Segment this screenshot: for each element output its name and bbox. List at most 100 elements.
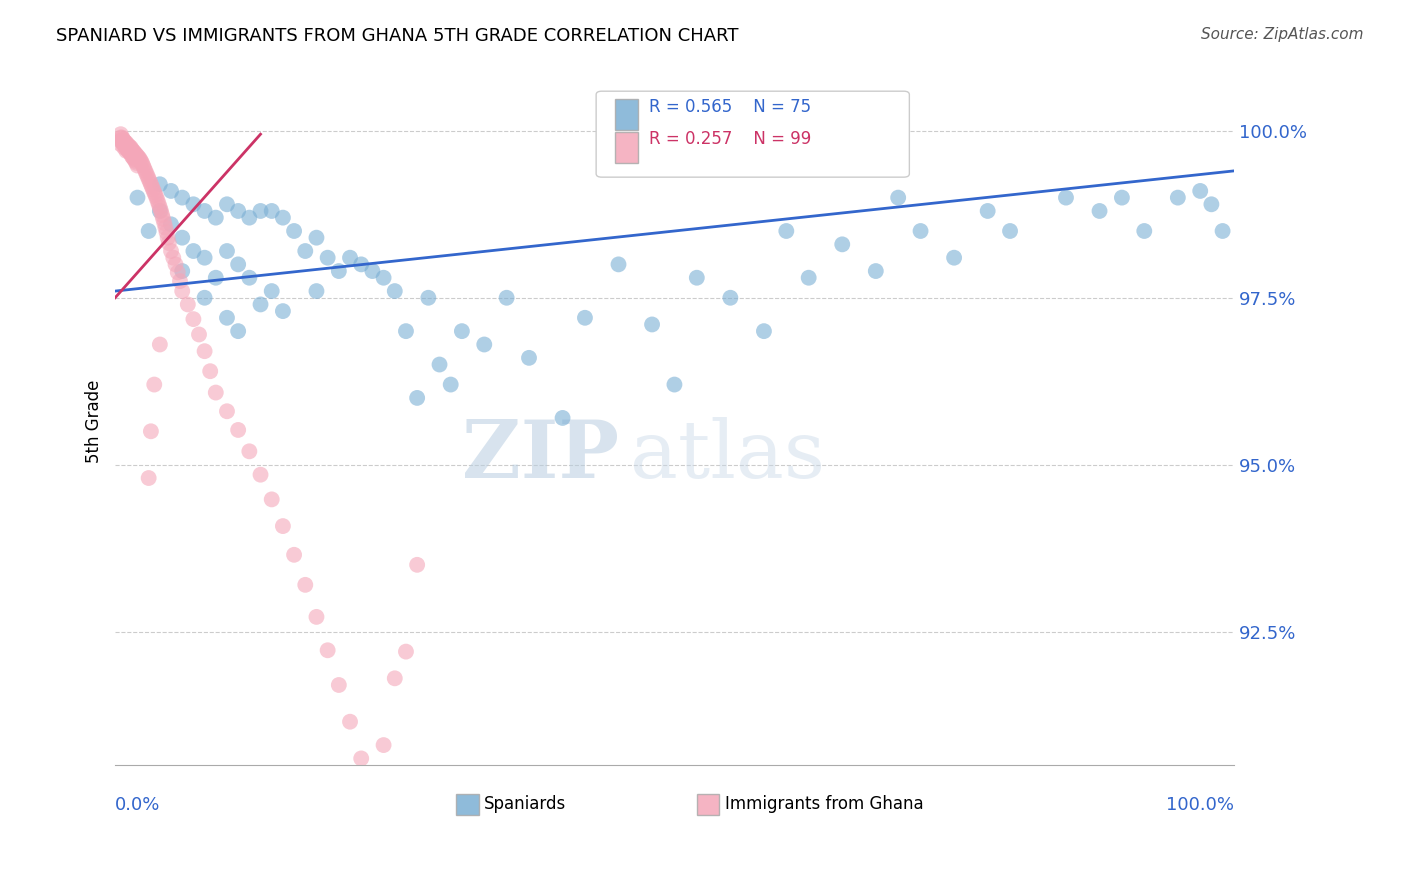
Point (204, 385, 226, 400)
Point (271, 304, 294, 318)
Point (664, 377, 686, 392)
Point (125, 156, 148, 170)
FancyBboxPatch shape (457, 794, 478, 814)
Point (139, 425, 162, 439)
Point (117, 143, 139, 157)
Point (429, 358, 451, 372)
Point (194, 344, 217, 359)
Point (305, 610, 328, 624)
Point (194, 291, 217, 305)
Point (339, 251, 361, 265)
Point (226, 204, 249, 219)
Point (155, 225, 177, 239)
Point (198, 364, 221, 378)
Point (775, 224, 797, 238)
Point (976, 204, 998, 219)
Point (125, 148, 148, 162)
Point (305, 284, 328, 298)
Point (134, 164, 156, 178)
Point (111, 132, 134, 146)
Point (451, 324, 474, 338)
Point (328, 264, 350, 278)
Point (122, 151, 145, 165)
Point (172, 284, 194, 298)
Point (718, 291, 741, 305)
Point (1201, 197, 1223, 211)
Text: Source: ZipAtlas.com: Source: ZipAtlas.com (1201, 27, 1364, 42)
Point (169, 274, 191, 288)
Point (215, 197, 238, 211)
Point (157, 235, 180, 250)
Point (143, 377, 166, 392)
Point (110, 137, 132, 152)
Point (136, 169, 159, 184)
Point (117, 137, 139, 152)
Point (887, 191, 910, 205)
Point (406, 391, 429, 405)
Point (1111, 191, 1133, 205)
Point (260, 204, 283, 219)
Point (406, 558, 429, 572)
Point (350, 257, 373, 271)
Point (1133, 224, 1156, 238)
Point (120, 140, 142, 154)
Text: Spaniards: Spaniards (484, 796, 567, 814)
Point (115, 136, 138, 150)
Point (148, 197, 170, 211)
Point (686, 270, 709, 285)
Point (115, 140, 138, 154)
Point (226, 423, 249, 437)
FancyBboxPatch shape (616, 99, 637, 130)
Point (135, 167, 157, 181)
Point (122, 144, 145, 158)
Point (142, 183, 165, 197)
Point (183, 312, 205, 326)
Text: R = 0.565    N = 75: R = 0.565 N = 75 (648, 98, 811, 116)
Point (145, 188, 167, 202)
Point (316, 643, 339, 657)
FancyBboxPatch shape (596, 91, 910, 178)
Point (204, 270, 226, 285)
Point (188, 327, 211, 342)
Point (172, 230, 194, 244)
Point (172, 264, 194, 278)
Point (215, 404, 238, 418)
Point (194, 251, 217, 265)
Point (238, 444, 260, 458)
Point (114, 135, 136, 149)
Point (440, 377, 463, 392)
Point (150, 208, 173, 222)
Point (122, 145, 145, 160)
Point (141, 180, 163, 194)
Point (395, 324, 418, 338)
Point (111, 134, 134, 148)
Point (153, 216, 176, 230)
Text: ZIP: ZIP (461, 417, 619, 495)
Point (155, 220, 177, 235)
Point (139, 178, 162, 192)
Point (215, 310, 238, 325)
Point (395, 645, 418, 659)
Point (165, 257, 187, 271)
Point (145, 191, 167, 205)
Point (146, 194, 169, 208)
Point (138, 224, 160, 238)
Point (384, 671, 406, 685)
Point (316, 251, 339, 265)
Point (138, 172, 160, 186)
Point (143, 186, 166, 200)
Point (517, 351, 540, 365)
Point (149, 337, 172, 351)
Point (127, 191, 149, 205)
Point (1088, 204, 1111, 219)
Point (910, 224, 932, 238)
Point (160, 184, 183, 198)
Point (641, 318, 664, 332)
Point (177, 297, 200, 311)
Point (283, 548, 305, 562)
Point (271, 519, 294, 533)
Point (1189, 184, 1212, 198)
Point (339, 714, 361, 729)
Point (124, 153, 146, 168)
Point (361, 264, 384, 278)
